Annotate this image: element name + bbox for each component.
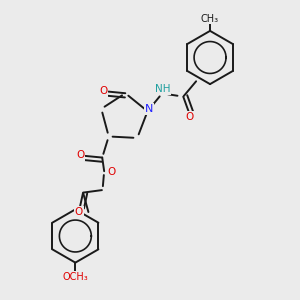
Text: N: N xyxy=(145,104,153,114)
Text: O: O xyxy=(76,150,85,160)
Text: O: O xyxy=(75,207,83,217)
Text: OCH₃: OCH₃ xyxy=(62,272,88,282)
Text: CH₃: CH₃ xyxy=(201,14,219,23)
Text: NH: NH xyxy=(155,84,171,94)
Text: O: O xyxy=(99,86,108,96)
Text: O: O xyxy=(107,167,116,177)
Text: O: O xyxy=(186,112,194,122)
